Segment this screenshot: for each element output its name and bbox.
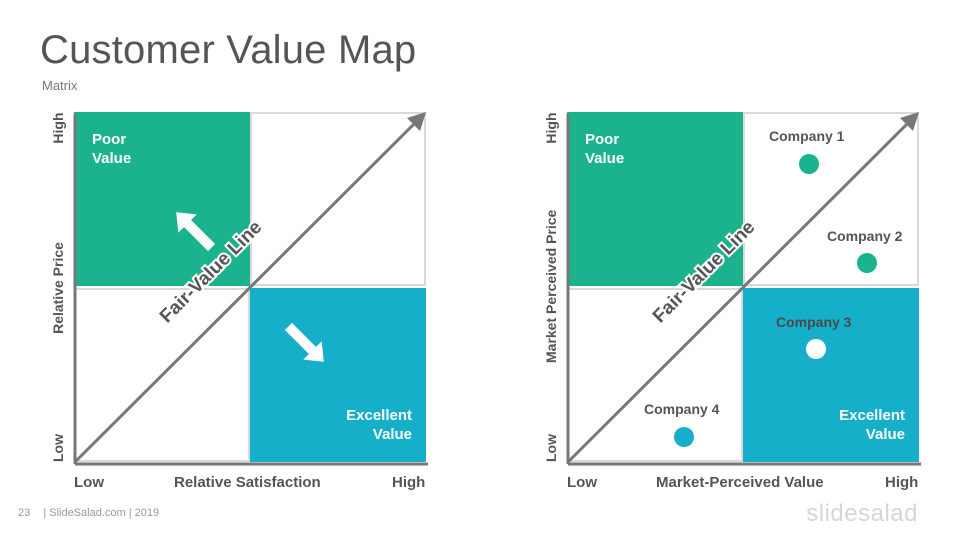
poor-value-label: Poor Value	[92, 131, 132, 167]
poor-value-quadrant: Poor Value	[567, 112, 743, 286]
company-3-label: Company 3	[776, 314, 852, 330]
poor-value-quadrant: Poor Value	[74, 112, 250, 286]
x-axis-high-label: High	[392, 474, 426, 491]
footer-credit: | SlideSalad.com | 2019	[43, 507, 160, 519]
page-subtitle: Matrix	[42, 78, 78, 93]
fair-value-line	[566, 122, 909, 464]
axes-overlay: Fair-Value Line	[566, 112, 921, 466]
y-axis-title: Relative Price	[50, 242, 66, 334]
y-axis-high-label: High	[543, 112, 559, 144]
y-axis-low-label: Low	[50, 434, 66, 462]
excellent-value-label: Excellent Value	[839, 407, 905, 443]
top-right-quadrant	[743, 112, 919, 286]
company-4-label: Company 4	[644, 401, 720, 417]
company-4-dot	[674, 427, 694, 447]
y-axis-high-label: High	[50, 112, 66, 144]
page-title: Customer Value Map	[40, 28, 417, 72]
footer: 23 | SlideSalad.com | 2019	[18, 507, 159, 519]
company-3-dot	[806, 339, 826, 359]
x-axis-high-label: High	[885, 474, 919, 491]
left-value-matrix: Poor Value Excellent Value Fair-Value Li…	[72, 112, 428, 466]
excellent-value-label: Excellent Value	[346, 407, 412, 443]
top-right-quadrant	[250, 112, 426, 286]
fair-value-line-label: Fair-Value Line	[649, 217, 759, 327]
excellent-value-quadrant: Excellent Value	[250, 288, 426, 462]
y-axis-low-label: Low	[543, 434, 559, 462]
fair-value-line	[73, 122, 416, 464]
arrow-up-left-icon	[176, 212, 216, 252]
brand-logo: slidesalad	[806, 500, 918, 527]
x-axis-title: Market-Perceived Value	[656, 474, 824, 491]
poor-value-label: Poor Value	[585, 131, 625, 167]
fair-value-arrowhead-icon	[900, 112, 919, 131]
company-1-label: Company 1	[769, 128, 845, 144]
arrow-down-right-icon	[284, 322, 324, 362]
company-2-dot	[857, 253, 877, 273]
fair-value-line-label: Fair-Value Line	[156, 217, 266, 327]
excellent-value-quadrant: Excellent Value	[743, 288, 919, 462]
right-value-matrix: Poor Value Excellent Value Fair-Value Li…	[565, 112, 921, 466]
page-number: 23	[18, 507, 31, 519]
x-axis-low-label: Low	[567, 474, 597, 491]
fair-value-arrowhead-icon	[407, 112, 426, 131]
axes-overlay: Fair-Value Line	[73, 112, 428, 466]
x-axis-title: Relative Satisfaction	[174, 474, 321, 491]
company-1-dot	[799, 154, 819, 174]
company-2-label: Company 2	[827, 228, 903, 244]
x-axis-low-label: Low	[74, 474, 104, 491]
y-axis-title: Market Perceived Price	[543, 209, 559, 363]
